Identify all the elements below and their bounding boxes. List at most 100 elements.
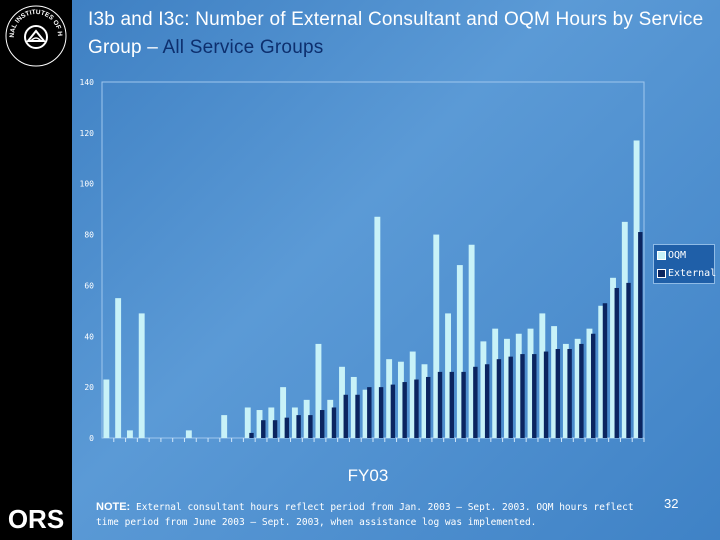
bar-oqm [504, 338, 510, 438]
bar-oqm [539, 313, 546, 438]
bar-external [319, 410, 325, 438]
bar-oqm [621, 221, 628, 438]
legend-item-external: External [657, 267, 716, 281]
legend-item-oqm: OQM [657, 249, 686, 263]
y-tick-label: 0 [89, 434, 94, 443]
bar-external [390, 384, 396, 438]
bar-oqm [574, 338, 581, 438]
bar-external [272, 420, 278, 438]
footnote: NOTE: External consultant hours reflect … [96, 500, 656, 530]
bar-oqm [515, 333, 522, 438]
bar-oqm [610, 277, 616, 438]
bar-oqm [409, 351, 416, 438]
bar-external [414, 379, 419, 438]
legend-swatch-oqm [657, 250, 666, 260]
bar-chart: 0 20 40 60 80 100 120 140 [80, 78, 645, 443]
bar-external [402, 382, 407, 438]
bar-oqm [456, 265, 463, 438]
bar-external [249, 432, 254, 438]
bar-external [426, 376, 431, 438]
legend-label-external: External [668, 268, 717, 279]
title-accent: All Service Groups [162, 37, 324, 58]
note-label: NOTE: [96, 501, 131, 513]
bar-oqm [103, 379, 110, 438]
bar-oqm [551, 326, 558, 438]
bar-external [532, 354, 537, 438]
bar-oqm [350, 376, 357, 438]
legend-label-oqm: OQM [668, 250, 687, 261]
bar-oqm [362, 389, 369, 438]
bar-oqm [480, 341, 487, 438]
bar-oqm [527, 328, 534, 438]
y-tick-label: 120 [80, 129, 95, 138]
bar-external [308, 415, 313, 438]
bar-oqm [633, 140, 640, 438]
y-tick-label: 80 [84, 231, 94, 240]
bar-external [367, 387, 372, 438]
page-number: 32 [664, 496, 679, 511]
y-tick-label: 40 [84, 332, 94, 341]
page-title: I3b and I3c: Number of External Consulta… [88, 6, 708, 62]
bar-external [602, 303, 608, 438]
bars-group [103, 140, 643, 438]
bar-external [343, 394, 348, 438]
bar-oqm [374, 216, 381, 438]
legend-swatch-external [657, 268, 666, 278]
title-code: I3b and I3c: [88, 9, 190, 30]
bar-external [284, 417, 290, 438]
note-text: External consultant hours reflect period… [96, 502, 634, 528]
bar-oqm [386, 359, 393, 438]
bar-external [626, 282, 631, 438]
bar-oqm [397, 361, 404, 438]
title-text: Number of External Consultant and OQM Ho… [88, 9, 704, 58]
bar-external [555, 349, 561, 438]
bar-oqm [138, 313, 145, 438]
x-axis [113, 438, 645, 442]
bar-oqm [315, 343, 322, 438]
bar-oqm [339, 366, 345, 438]
bar-oqm [221, 415, 228, 438]
bar-external [296, 415, 301, 438]
bar-external [496, 359, 502, 438]
bar-oqm [303, 399, 310, 438]
bar-external [567, 349, 572, 438]
bar-external [520, 354, 525, 438]
bar-oqm [115, 298, 122, 438]
bar-oqm [327, 399, 334, 438]
bar-oqm [433, 234, 440, 438]
bar-oqm [468, 244, 475, 438]
bar-oqm [291, 407, 298, 438]
chart-legend: OQM External [653, 244, 716, 284]
bar-external [543, 351, 549, 438]
ors-logo-text: ORS [8, 504, 64, 534]
bar-external [638, 232, 643, 438]
plot-area [101, 81, 645, 439]
bar-external [449, 371, 455, 438]
y-tick-label: 20 [84, 383, 94, 392]
y-tick-label: 100 [80, 180, 95, 189]
bar-oqm [244, 407, 251, 438]
bar-oqm [126, 430, 133, 438]
bar-external [484, 364, 490, 438]
bar-external [437, 371, 443, 438]
bar-external [331, 407, 337, 438]
bar-oqm [280, 387, 287, 438]
bar-external [614, 287, 619, 438]
bar-external [579, 343, 584, 438]
bar-oqm [562, 343, 569, 438]
y-tick-label: 140 [80, 78, 95, 87]
bar-external [461, 371, 466, 438]
bar-external [261, 420, 266, 438]
y-tick-label: 60 [84, 281, 94, 290]
bar-oqm [445, 313, 452, 438]
x-axis-label: FY03 [347, 466, 389, 485]
nih-seal-logo: NATIONAL INSTITUTES OF HEALTH [4, 4, 67, 67]
y-axis: 0 20 40 60 80 100 120 140 [80, 78, 95, 443]
bar-external [473, 366, 478, 438]
bar-external [355, 394, 360, 438]
bar-oqm [185, 430, 192, 438]
bar-oqm [268, 407, 275, 438]
bar-external [508, 356, 513, 438]
bar-oqm [421, 364, 428, 438]
bar-external [378, 387, 384, 438]
